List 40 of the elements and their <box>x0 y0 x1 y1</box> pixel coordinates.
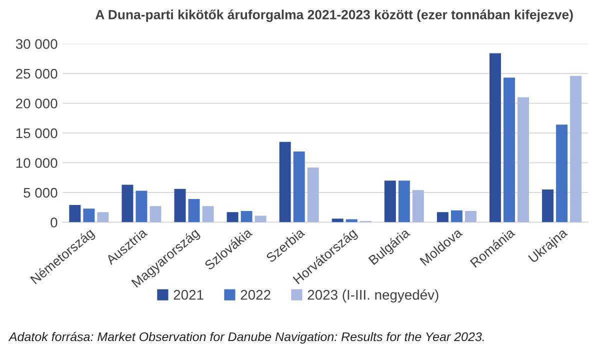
y-tick-label: 5 000 <box>24 188 58 198</box>
bar <box>279 142 291 222</box>
bar <box>202 206 214 222</box>
y-tick-label: 25 000 <box>16 68 58 79</box>
y-tick-label: 0 <box>50 218 58 228</box>
bar <box>174 188 186 222</box>
legend-label: 2021 <box>174 290 204 300</box>
legend-label: 2022 <box>240 290 270 300</box>
bar <box>254 216 266 222</box>
y-tick-label: 20 000 <box>16 98 58 108</box>
chart-title: A Duna-parti kikötők áruforgalma 2021-2023 között (ezer tonnában kifejezve) <box>96 10 573 22</box>
bar <box>83 208 95 222</box>
y-tick-label: 15 000 <box>16 128 58 138</box>
bar <box>293 151 305 222</box>
bar <box>436 212 448 222</box>
bar <box>384 180 396 222</box>
bar <box>226 212 238 222</box>
bar <box>332 218 344 222</box>
bar <box>240 210 252 222</box>
bar <box>450 210 462 222</box>
bar <box>556 124 568 222</box>
bar <box>188 199 200 222</box>
bar <box>122 184 134 222</box>
y-tick-label: 30 000 <box>16 39 58 49</box>
bar <box>97 212 109 222</box>
bar <box>489 53 501 222</box>
bar <box>398 180 410 222</box>
y-tick-label: 10 000 <box>16 158 58 168</box>
bar <box>412 190 424 222</box>
bar <box>542 190 554 222</box>
bar <box>503 78 515 222</box>
bar <box>307 168 319 222</box>
bar <box>150 206 162 222</box>
bar <box>69 204 81 222</box>
bar <box>464 210 476 222</box>
legend-label: 2023 (I-III. negyedév) <box>308 289 438 302</box>
bar <box>570 76 582 222</box>
text: Adatok forrása: Market Observation for Danube Navigation: Results for the Year 2023. <box>8 332 484 344</box>
bar <box>518 97 529 222</box>
bar <box>136 190 148 222</box>
